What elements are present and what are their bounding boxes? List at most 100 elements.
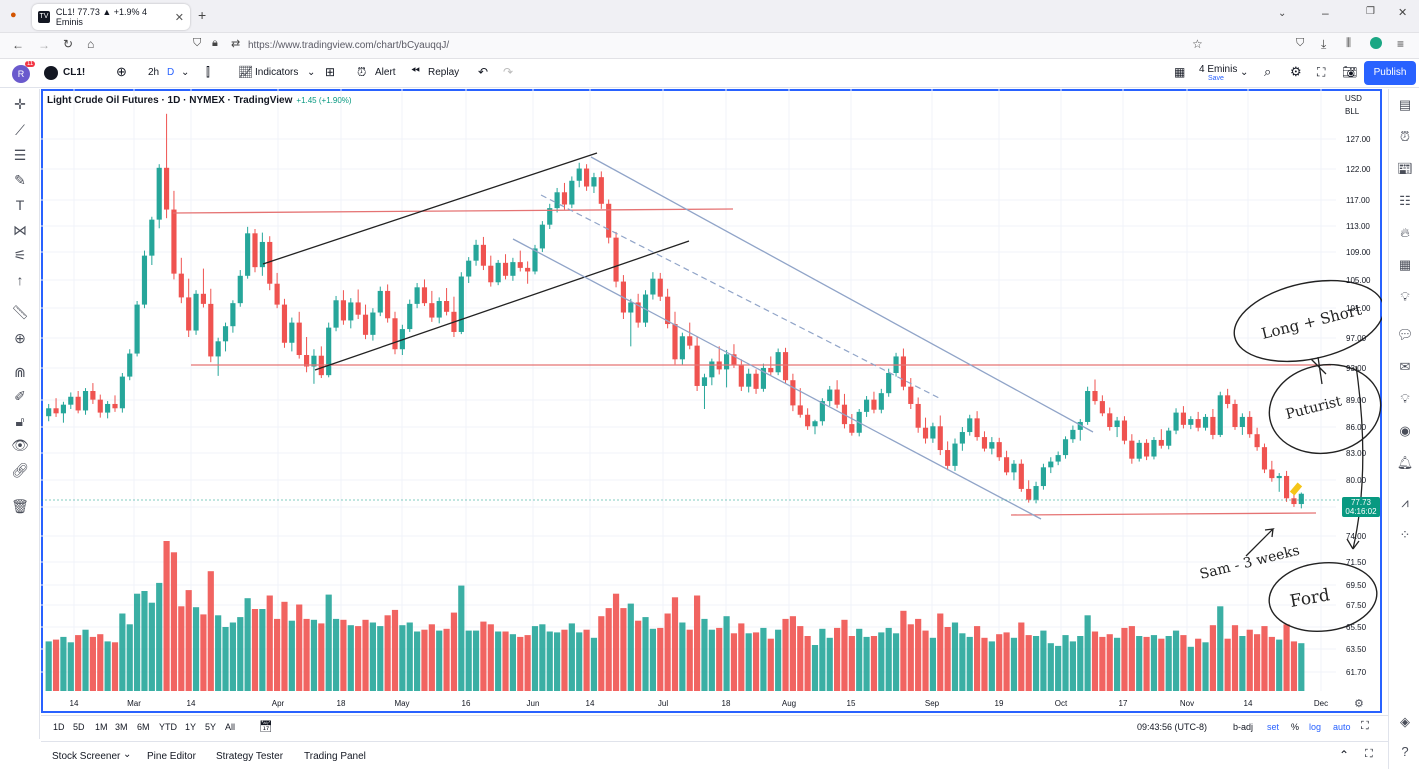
undo-icon[interactable]: ↶: [478, 65, 489, 79]
hide-drawings-eye-icon[interactable]: 👁︎: [11, 437, 29, 453]
calendar-icon[interactable]: ▦: [1398, 257, 1412, 272]
range-1d[interactable]: 1D: [53, 722, 65, 732]
redo-icon[interactable]: ↷: [503, 65, 514, 79]
clock-time[interactable]: 09:43:56 (UTC-8): [1137, 722, 1208, 732]
layout-chevron-icon[interactable]: ⌄: [1240, 67, 1249, 78]
layout-name[interactable]: 4 Eminis: [1199, 64, 1238, 75]
home-icon[interactable]: ⌂: [87, 37, 95, 51]
magnet-icon[interactable]: ⋒: [14, 364, 26, 380]
search-icon[interactable]: ⌕: [1264, 64, 1272, 79]
settlement-toggle[interactable]: set: [1267, 722, 1280, 732]
time-scale[interactable]: 14 Mar 14 Apr 18 May 16 Jun 14 Jul 18 Aug 15 Sep 19 Oct…: [70, 699, 1329, 708]
layout-grid-icon[interactable]: ▦: [1174, 65, 1186, 79]
lock-drawings-icon[interactable]: 🔓︎: [15, 413, 25, 429]
close-window-button[interactable]: ✕: [1398, 7, 1408, 19]
range-all[interactable]: All: [225, 722, 236, 732]
trash-icon[interactable]: 🗑︎: [11, 498, 29, 514]
unit-label[interactable]: BLL: [1345, 107, 1360, 116]
minimize-button[interactable]: –: [1322, 6, 1329, 20]
layout-save-label[interactable]: Save: [1208, 75, 1224, 82]
shield-icon[interactable]: ⛉: [193, 37, 202, 49]
arrow-up-icon[interactable]: ↑: [16, 272, 24, 288]
alerts-clock-icon[interactable]: ⏰︎: [1399, 129, 1411, 144]
compare-symbol-icon[interactable]: ⊕: [116, 64, 127, 79]
tab-close-icon[interactable]: ✕: [174, 11, 184, 24]
publish-button[interactable]: Publish: [1364, 61, 1416, 85]
tab-list-chevron-icon[interactable]: ⌄: [1278, 8, 1287, 19]
restore-button[interactable]: ❐: [1366, 6, 1375, 17]
falling-channel-bottom[interactable]: [512, 238, 1042, 520]
trendline-icon[interactable]: ⟋: [15, 122, 25, 138]
tab-pine-editor[interactable]: Pine Editor: [147, 751, 196, 762]
replay-icon[interactable]: ⏪︎: [411, 65, 420, 77]
go-to-date-icon[interactable]: 📅︎: [259, 721, 273, 733]
alert-button[interactable]: Alert: [375, 67, 396, 78]
messages-icon[interactable]: ✉: [1399, 359, 1411, 374]
bookmark-star-icon[interactable]: ☆: [1192, 37, 1203, 51]
add-list-icon[interactable]: ☷: [1399, 193, 1411, 208]
rising-channel-top[interactable]: [262, 152, 598, 265]
watchlist-icon[interactable]: ▤: [1398, 97, 1412, 112]
range-3m[interactable]: 3M: [115, 722, 128, 732]
alert-icon[interactable]: ⏰︎: [357, 65, 367, 79]
user-avatar[interactable]: R: [12, 65, 30, 83]
url-bar[interactable]: https://www.tradingview.com/chart/bCyauq…: [248, 40, 450, 51]
trading-icon[interactable]: ⩘: [1401, 495, 1409, 510]
forecast-icon[interactable]: ⚟: [13, 247, 27, 263]
browser-menu-icon[interactable]: ●: [10, 9, 17, 21]
link-icon[interactable]: 🔗︎: [11, 462, 29, 478]
library-icon[interactable]: ⫼: [1346, 37, 1352, 49]
tab-stock-screener[interactable]: Stock Screener: [52, 751, 121, 762]
range-6m[interactable]: 6M: [137, 722, 150, 732]
layers-icon[interactable]: ◈: [1400, 714, 1410, 729]
notifications-bell-icon[interactable]: 🔔︎: [1396, 455, 1414, 470]
stock-screener-chevron-icon[interactable]: ⌄: [123, 749, 132, 760]
app-menu-icon[interactable]: ≡: [1397, 37, 1405, 51]
indicators-icon[interactable]: 📈︎: [238, 65, 254, 79]
price-chart[interactable]: Long + Short Puturist Sam - 3 weeks Ford…: [41, 89, 1382, 713]
interval-chevron-icon[interactable]: ⌄: [181, 67, 190, 78]
zoom-in-icon[interactable]: ⊕: [14, 330, 26, 346]
browser-tab[interactable]: TV CL1! 77.73 ▲ +1.9% 4 Eminis ✕: [32, 4, 190, 30]
lock-icon[interactable]: 🔒︎: [212, 37, 218, 49]
crosshair-icon[interactable]: ✛: [14, 96, 26, 112]
snapshot-camera-icon[interactable]: 📷︎: [1342, 65, 1358, 79]
permissions-icon[interactable]: ⇄: [231, 38, 241, 50]
fib-icon[interactable]: ☰: [13, 147, 27, 163]
currency-label[interactable]: USD: [1345, 94, 1362, 103]
ideas-bulb-icon[interactable]: 💡︎: [1400, 289, 1410, 304]
symbol-search-button[interactable]: CL1!: [63, 67, 86, 78]
interval-mode[interactable]: D: [167, 67, 175, 78]
pocket-icon[interactable]: ⛉: [1296, 37, 1305, 49]
settings-gear-small-icon[interactable]: ⚙: [1354, 698, 1364, 710]
replay-button[interactable]: Replay: [428, 67, 460, 78]
range-1m[interactable]: 1M: [95, 722, 108, 732]
log-toggle[interactable]: log: [1309, 722, 1322, 732]
ruler-icon[interactable]: 📏︎: [11, 304, 29, 320]
candles-type-icon[interactable]: ⫿: [206, 65, 210, 79]
percent-toggle[interactable]: %: [1291, 722, 1300, 732]
upper-red-resistance-line[interactable]: [172, 208, 734, 214]
indicators-button[interactable]: Indicators: [255, 67, 299, 78]
reload-icon[interactable]: ↻: [63, 37, 74, 51]
help-icon[interactable]: ?: [1401, 744, 1409, 759]
new-tab-button[interactable]: +: [198, 7, 207, 23]
range-ytd[interactable]: YTD: [159, 722, 177, 732]
indicators-chevron-icon[interactable]: ⌄: [307, 67, 316, 78]
streams-icon[interactable]: 💡︎: [1400, 391, 1410, 406]
range-5d[interactable]: 5D: [73, 722, 85, 732]
bottom-red-support-line[interactable]: [1010, 512, 1317, 516]
text-tool-icon[interactable]: T: [15, 197, 25, 213]
settings-gear-icon[interactable]: ⚙: [1290, 64, 1302, 79]
collapse-panel-chevron-icon[interactable]: ⌃: [1339, 748, 1350, 762]
brush-icon[interactable]: ✎: [14, 172, 26, 188]
falling-channel-top[interactable]: [590, 156, 1094, 433]
stay-in-drawing-icon[interactable]: ✐: [14, 388, 26, 404]
auto-scale-icon[interactable]: ⛶: [1361, 720, 1369, 732]
pattern-icon[interactable]: ⋈: [13, 222, 27, 238]
hotlist-flame-icon[interactable]: 🔥︎: [1400, 225, 1410, 240]
tab-strategy-tester[interactable]: Strategy Tester: [216, 751, 284, 762]
range-1y[interactable]: 1Y: [185, 722, 197, 732]
news-icon[interactable]: 📰︎: [1396, 161, 1414, 176]
tab-trading-panel[interactable]: Trading Panel: [304, 751, 366, 762]
